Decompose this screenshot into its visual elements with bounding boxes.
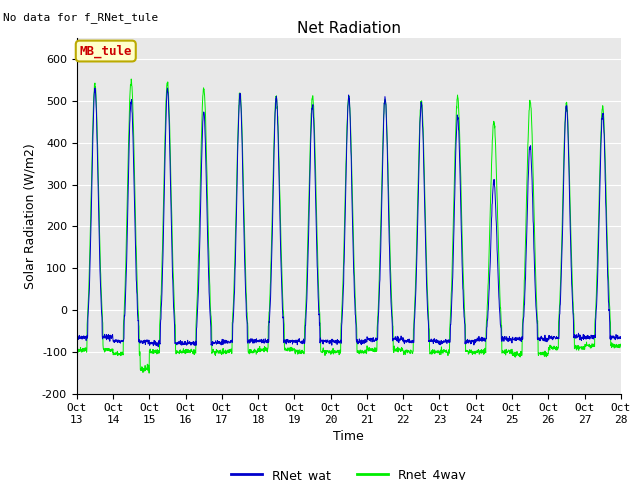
RNet_wat [73,334,81,339]
Text: No data for f_RNet_tule: No data for f_RNet_tule [3,12,159,23]
Rnet_4way [145,370,153,376]
Line: Rnet_4way: Rnet_4way [77,79,621,373]
Rnet_4way [225,347,233,352]
X-axis label: Time: Time [333,431,364,444]
RNet_wat [225,340,233,346]
Rnet_4way [617,343,625,349]
Rnet_4way [508,349,515,355]
RNet_wat [377,249,385,254]
RNet_wat [164,85,172,91]
Legend: RNet_wat, Rnet_4way: RNet_wat, Rnet_4way [226,464,472,480]
RNet_wat [508,337,515,343]
Title: Net Radiation: Net Radiation [297,21,401,36]
Rnet_4way [127,76,135,82]
RNet_wat [570,312,577,318]
RNet_wat [365,337,372,343]
Rnet_4way [584,342,592,348]
RNet_wat [154,344,162,350]
RNet_wat [584,334,592,339]
Line: RNet_wat: RNet_wat [77,88,621,347]
RNet_wat [617,334,625,340]
Rnet_4way [377,228,385,234]
Y-axis label: Solar Radiation (W/m2): Solar Radiation (W/m2) [24,143,36,289]
Rnet_4way [73,347,81,353]
Rnet_4way [570,300,577,306]
Text: MB_tule: MB_tule [79,44,132,58]
Rnet_4way [365,348,372,354]
